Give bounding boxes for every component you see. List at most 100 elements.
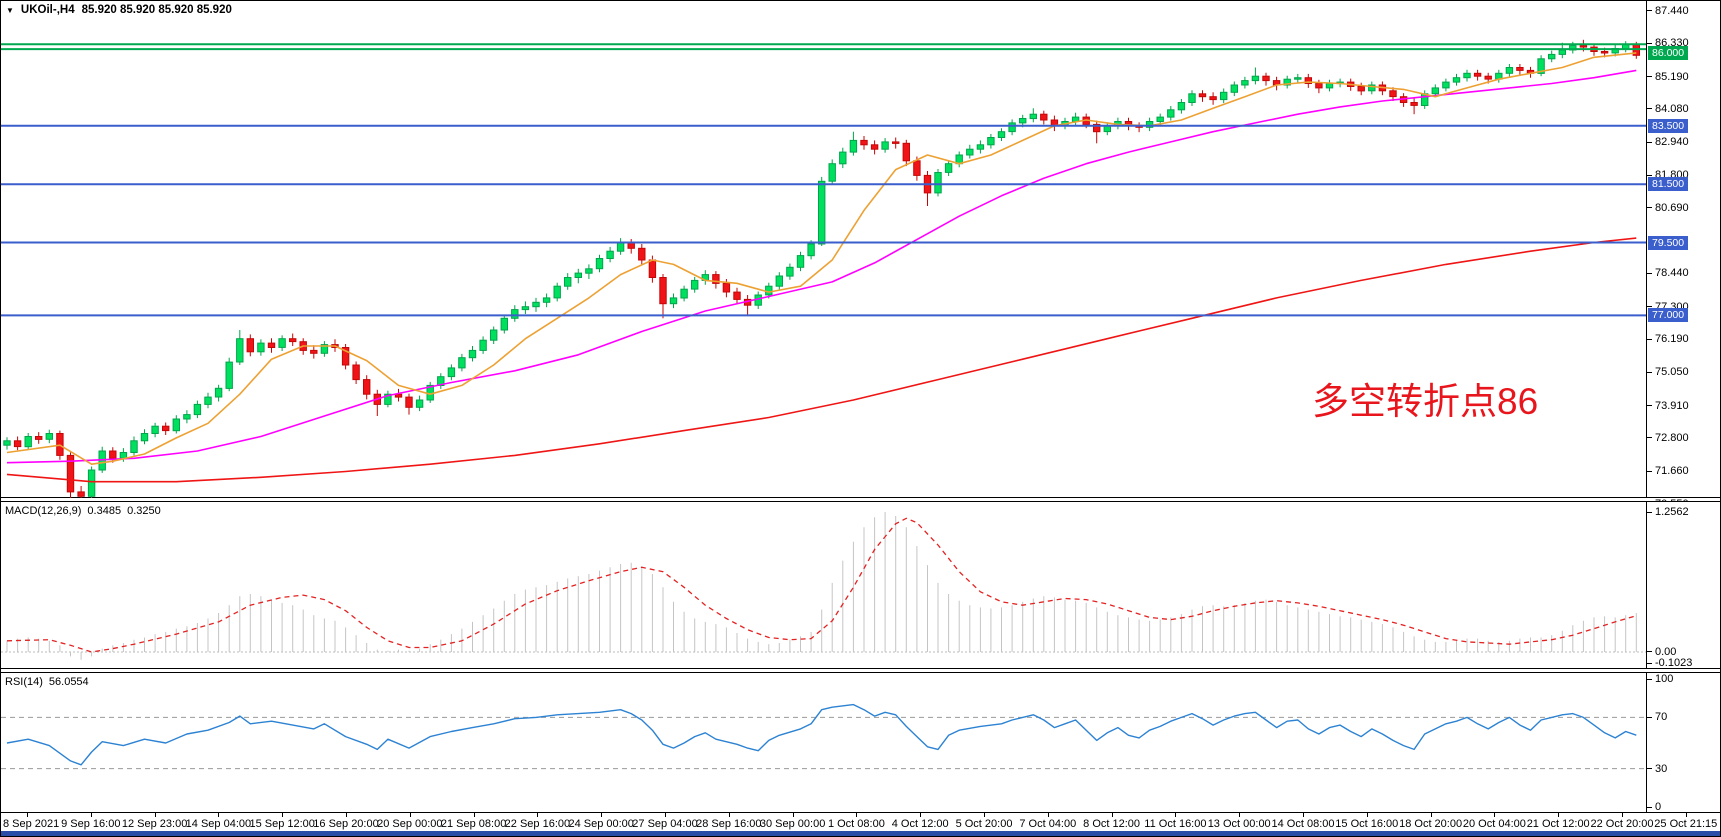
macd-signal-value: 0.3250 bbox=[127, 505, 161, 517]
time-axis-label: 5 Oct 20:00 bbox=[955, 818, 1013, 830]
time-axis-label: 18 Oct 20:00 bbox=[1399, 818, 1463, 830]
time-axis-tick bbox=[1430, 813, 1432, 817]
rsi-axis-tick bbox=[1647, 678, 1652, 680]
time-axis-tick bbox=[1047, 813, 1049, 817]
time-axis-label: 27 Sep 04:00 bbox=[632, 818, 698, 830]
price-tag: 81.500 bbox=[1648, 177, 1689, 192]
macd-canvas[interactable] bbox=[1, 502, 1646, 670]
rsi-axis-tick bbox=[1647, 716, 1652, 718]
price-axis-label: 85.190 bbox=[1655, 70, 1689, 83]
time-axis-tick bbox=[346, 813, 347, 817]
price-tag: 77.000 bbox=[1648, 308, 1689, 323]
time-axis-tick bbox=[984, 813, 985, 817]
time-axis-label: 8 Oct 12:00 bbox=[1083, 818, 1141, 830]
rsi-axis[interactable]: 100 70 30 0 bbox=[1646, 673, 1720, 813]
rsi-axis-tick bbox=[1647, 806, 1652, 808]
time-axis-label: 30 Sep 00:00 bbox=[759, 818, 826, 830]
time-axis-tick bbox=[218, 813, 220, 817]
ohlc-quote-values: 85.920 85.920 85.920 85.920 bbox=[81, 4, 232, 16]
symbol-label: UKOil-,H4 bbox=[20, 4, 75, 16]
rsi-axis-label: 30 bbox=[1655, 762, 1668, 775]
time-axis-label: 15 Oct 16:00 bbox=[1335, 818, 1399, 830]
macd-panel: 1.2562 0.00 -0.1023 MACD(12,26,9) 0.3485 0… bbox=[1, 501, 1720, 670]
time-axis-label: 28 Sep 16:00 bbox=[696, 818, 762, 830]
symbol-dropdown-icon[interactable]: ▼ bbox=[6, 5, 14, 15]
time-axis-tick bbox=[665, 813, 666, 817]
time-axis-label: 11 Oct 16:00 bbox=[1144, 818, 1207, 830]
price-chart-panel: 87.440 86.330 85.190 84.080 82.940 81.800 80.6… bbox=[1, 1, 1720, 510]
macd-indicator-label: MACD(12,26,9) 0.3485 0.3250 bbox=[5, 505, 161, 517]
price-axis-tick bbox=[1647, 470, 1652, 472]
macd-axis-label: 1.2562 bbox=[1655, 506, 1689, 518]
price-axis-tick bbox=[1647, 207, 1652, 209]
time-axis-label: 8 Sep 2021 bbox=[3, 818, 60, 830]
time-axis-label: 22 Sep 16:00 bbox=[504, 818, 571, 830]
price-axis-label: 78.440 bbox=[1655, 267, 1689, 280]
time-axis-tick bbox=[601, 813, 603, 817]
time-axis-tick bbox=[27, 813, 28, 817]
price-axis-tick bbox=[1647, 76, 1652, 78]
chart-annotation-text: 多空转折点86 bbox=[1312, 381, 1539, 422]
time-axis-label: 14 Oct 08:00 bbox=[1271, 818, 1335, 830]
price-tag: 79.500 bbox=[1648, 235, 1689, 250]
time-axis-tick bbox=[409, 813, 411, 817]
time-axis-tick bbox=[728, 813, 730, 817]
price-axis-label: 87.440 bbox=[1655, 4, 1689, 17]
price-axis-tick bbox=[1647, 338, 1652, 340]
price-axis-tick bbox=[1647, 272, 1652, 274]
price-axis-tick bbox=[1647, 10, 1652, 12]
time-axis-label: 22 Oct 20:00 bbox=[1590, 818, 1654, 830]
time-axis-label: 12 Sep 23:00 bbox=[121, 818, 188, 830]
time-axis-label: 1 Oct 08:00 bbox=[827, 818, 885, 830]
time-axis-tick bbox=[1558, 813, 1560, 817]
time-axis-tick bbox=[537, 813, 539, 817]
price-axis-label: 82.940 bbox=[1655, 136, 1689, 149]
price-axis-tick bbox=[1647, 371, 1652, 373]
time-axis-tick bbox=[473, 813, 475, 817]
time-axis-tick bbox=[1303, 813, 1304, 817]
time-axis-tick bbox=[1239, 813, 1241, 817]
time-axis-tick bbox=[792, 813, 794, 817]
time-axis-label: 15 Sep 12:00 bbox=[249, 818, 315, 830]
rsi-value: 56.0554 bbox=[48, 676, 89, 688]
time-axis-label: 21 Oct 12:00 bbox=[1526, 818, 1590, 830]
price-axis[interactable]: 87.440 86.330 85.190 84.080 82.940 81.800 80.6… bbox=[1646, 1, 1720, 510]
macd-axis-tick bbox=[1647, 651, 1652, 653]
price-axis-tick bbox=[1647, 42, 1652, 44]
price-axis-label: 80.690 bbox=[1655, 201, 1689, 214]
time-axis-label: 4 Oct 12:00 bbox=[891, 818, 949, 830]
macd-axis-tick bbox=[1647, 511, 1652, 513]
time-axis-tick bbox=[282, 813, 284, 817]
time-axis-label: 21 Sep 08:00 bbox=[440, 818, 507, 830]
price-axis-tick bbox=[1647, 405, 1652, 407]
price-axis-tick bbox=[1647, 141, 1652, 143]
macd-main-value: 0.3485 bbox=[87, 505, 122, 517]
time-axis-label: 9 Sep 16:00 bbox=[61, 818, 121, 830]
time-axis-tick bbox=[856, 813, 858, 817]
rsi-axis-label: 0 bbox=[1655, 801, 1662, 813]
macd-title: MACD(12,26,9) bbox=[5, 505, 82, 517]
time-axis[interactable]: 8 Sep 2021 9 Sep 16:00 12 Sep 23:00 14 Sep … bbox=[1, 813, 1720, 831]
rsi-axis-label: 70 bbox=[1655, 711, 1668, 724]
price-axis-tick bbox=[1647, 437, 1652, 439]
time-axis-tick bbox=[1175, 813, 1177, 817]
price-tag: 83.500 bbox=[1648, 118, 1689, 133]
time-axis-label: 25 Oct 21:15 bbox=[1654, 818, 1718, 830]
time-axis-label: 20 Sep 00:00 bbox=[377, 818, 443, 830]
price-axis-tick bbox=[1647, 108, 1652, 110]
macd-axis-label: 0.00 bbox=[1655, 645, 1677, 658]
rsi-panel: 100 70 30 0 RSI(14) 56.0554 bbox=[1, 672, 1720, 813]
rsi-axis-tick bbox=[1647, 768, 1652, 770]
time-axis-label: 20 Oct 04:00 bbox=[1462, 818, 1526, 830]
time-axis-tick bbox=[1494, 813, 1496, 817]
time-axis-tick bbox=[154, 813, 156, 817]
candlestick-canvas[interactable] bbox=[1, 1, 1646, 498]
price-axis-label: 75.050 bbox=[1655, 366, 1689, 379]
price-axis-label: 71.660 bbox=[1655, 465, 1689, 478]
rsi-indicator-label: RSI(14) 56.0554 bbox=[5, 676, 89, 688]
macd-axis[interactable]: 1.2562 0.00 -0.1023 bbox=[1646, 502, 1720, 669]
symbol-ohlc-header: ▼ UKOil-,H4 85.920 85.920 85.920 85.920 bbox=[6, 4, 232, 16]
rsi-canvas[interactable] bbox=[1, 673, 1646, 813]
price-tag: 86.000 bbox=[1648, 45, 1689, 60]
